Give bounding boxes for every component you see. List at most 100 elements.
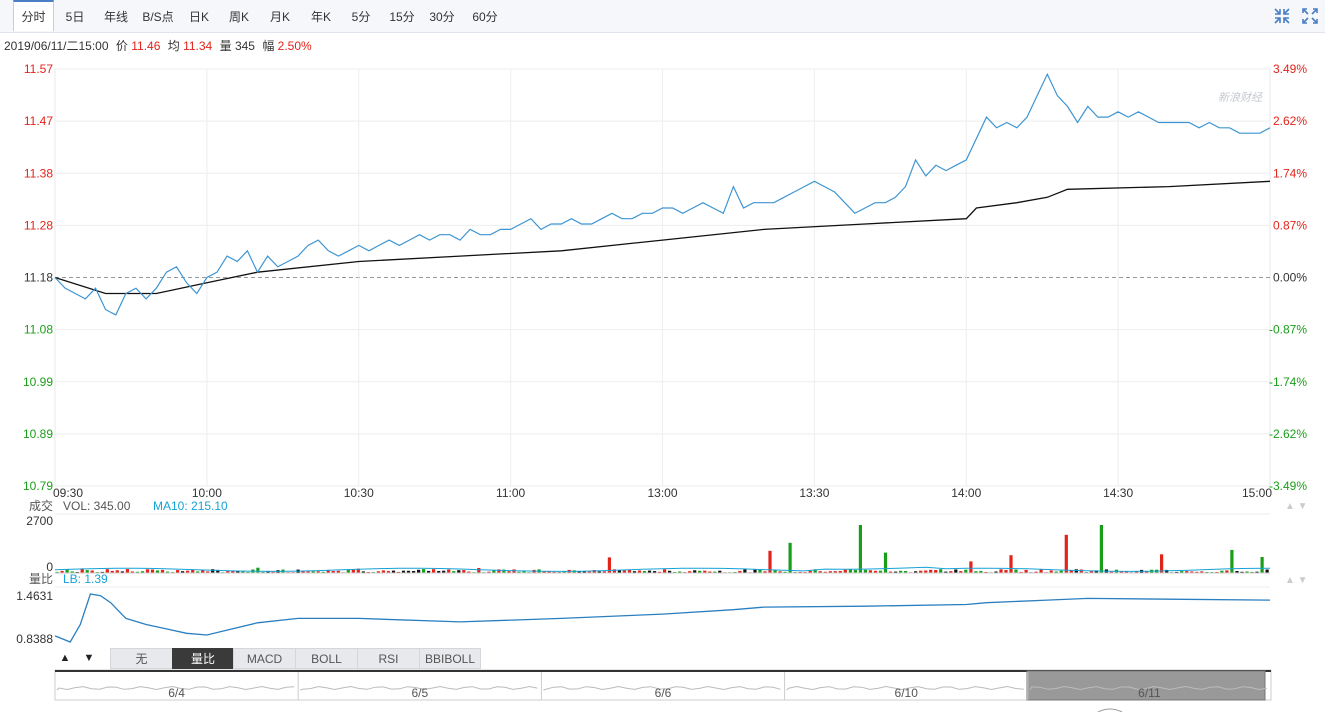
volume-bar [673,572,677,573]
tab-monthly-k[interactable]: 月K [269,10,290,24]
indicator-boll-button[interactable]: BOLL [295,648,358,669]
volume-bar [944,571,948,573]
volume-bar [276,570,280,573]
volume-bar [878,570,883,573]
volume-bar [90,570,94,573]
volume-bar [1235,571,1239,573]
volume-bar [964,569,968,573]
volume-bar [1205,572,1209,573]
x-tick-label: 13:00 [647,486,677,500]
volume-bar [1175,571,1179,573]
tab-60min[interactable]: 60分 [472,10,498,24]
average-price-line [54,180,1271,295]
volume-bar [1265,569,1269,573]
indicator-bbiboll-button[interactable]: BBIBOLL [419,648,481,669]
volume-bar [562,571,566,573]
volume-bar [140,571,145,573]
volume-bar [246,572,250,573]
volume-bar [100,571,104,573]
volume-bar [853,569,857,573]
volume-bar [1260,557,1264,573]
volume-bar [577,571,581,573]
volume-bar [1140,569,1144,573]
volume-bar [1210,572,1214,573]
compress-icon[interactable] [1272,6,1292,26]
volume-bar [683,572,687,573]
tab-fenshi[interactable]: 分时 [13,0,54,31]
volume-bar [552,571,556,573]
tab-30min[interactable]: 30分 [429,10,455,24]
tab-15min[interactable]: 15分 [389,10,415,24]
volume-bar [803,572,807,573]
volume-bar [653,571,657,573]
volume-bar [688,571,692,573]
info-datetime: 2019/06/11/二15:00 [4,39,109,53]
volume-bar [868,570,872,573]
volume-bar [768,550,772,573]
volume-collapse-arrows[interactable]: ▲ ▼ [1285,501,1308,512]
volume-bar [984,572,988,573]
navigator-day-label: 6/4 [168,686,185,700]
volume-bar [547,571,551,573]
volume-bar [607,557,611,573]
tab-year-line[interactable]: 年线 [103,10,128,24]
indicator-macd-button[interactable]: MACD [233,648,296,669]
volume-bar [1024,569,1028,573]
volume-panel-label: 成交 [29,498,53,513]
navigator-day-label: 6/11 [1138,686,1161,700]
tab-5min[interactable]: 5分 [351,10,371,24]
fullscreen-icon[interactable] [1300,6,1320,26]
indicator-down-arrow[interactable]: ▼ [83,652,95,664]
volume-bar [346,569,350,573]
tab-5day[interactable]: 5日 [65,10,85,24]
volume-bar [542,571,546,573]
volume-bar [693,570,697,573]
volume-bar [1044,572,1048,573]
volume-bar [894,571,898,573]
volume-bar [522,571,526,573]
volume-bar [1165,569,1169,573]
pct-tick-label: -3.49% [1269,479,1307,493]
volume-bar [1099,525,1103,573]
volume-bar [1004,570,1008,573]
navigator-mini-line [300,685,538,691]
volume-bar [171,572,175,573]
volume-bar [788,542,792,573]
y-tick-label: 11.57 [24,62,53,76]
volume-bar [723,572,727,573]
lb-collapse-arrows[interactable]: ▲ ▼ [1285,575,1308,586]
volume-bar [462,570,466,573]
tab-bs-points[interactable]: B/S点 [142,10,174,24]
volume-bar [492,569,496,573]
tab-yearly-k[interactable]: 年K [310,10,331,24]
indicator-up-arrow[interactable]: ▲ [59,652,71,664]
volume-bar [135,571,139,573]
y-tick-label: 11.28 [24,218,53,232]
pct-tick-label: -2.62% [1269,427,1307,441]
volume-bar [1104,569,1108,573]
indicator-lb-button[interactable]: 量比 [172,648,234,669]
volume-bar [713,571,717,573]
volume-bar [65,569,69,573]
tab-weekly-k[interactable]: 周K [228,10,249,24]
indicator-rsi-button[interactable]: RSI [357,648,420,669]
volume-bar [858,525,862,573]
info-chg-label: 幅 [262,39,275,53]
volume-bar [110,570,114,573]
x-tick-label: 13:30 [799,486,829,500]
volume-bar [1034,571,1038,573]
volume-top-tick: 2700 [26,514,53,528]
navigator-selection[interactable] [1026,670,1266,701]
indicator-none-button[interactable]: 无 [110,648,173,669]
volume-bar [311,571,315,573]
pct-tick-label: 1.74% [1273,166,1307,180]
volume-bar [427,570,431,573]
volume-bar [899,570,903,573]
volume-bar [818,571,822,573]
volume-bar [236,571,240,573]
navigator-mini-line [1029,685,1268,691]
tab-daily-k[interactable]: 日K [188,10,209,24]
volume-bar [863,569,867,573]
volume-bar [587,571,591,573]
